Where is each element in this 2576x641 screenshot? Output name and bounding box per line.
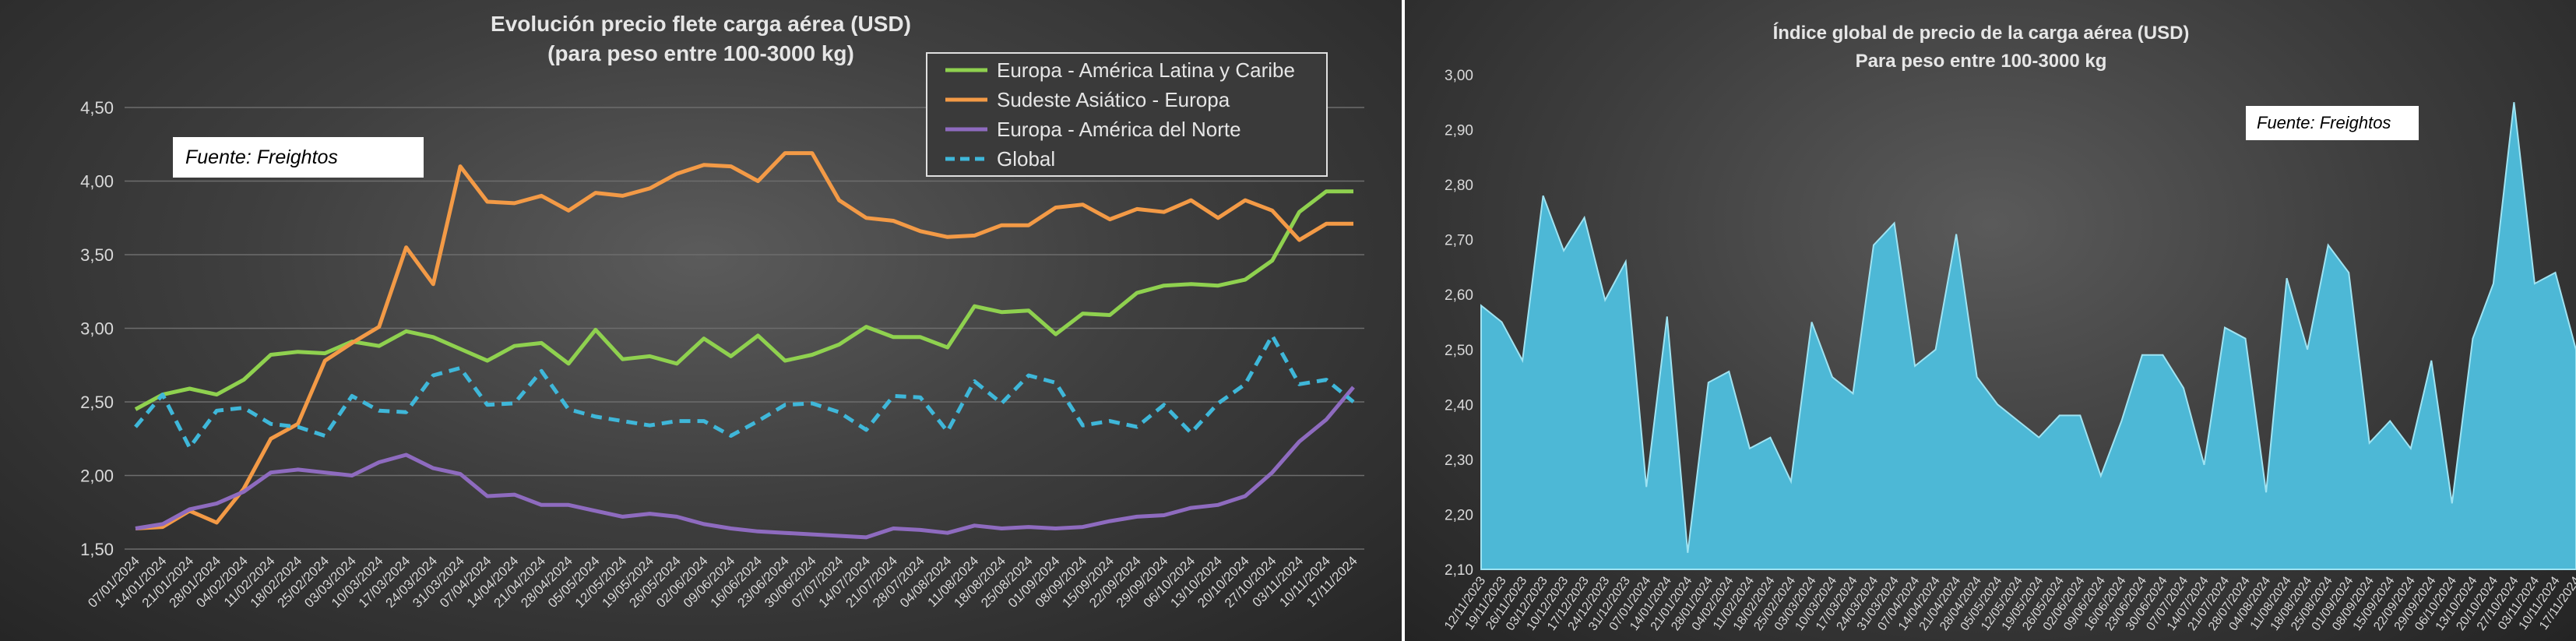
chart-subtitle: Para peso entre 100-3000 kg [1856, 51, 2107, 72]
gridlines [125, 107, 1364, 550]
y-tick-label: 2,50 [80, 393, 114, 412]
y-tick-label: 2,00 [80, 467, 114, 486]
y-axis-ticks: 2,10 2,20 2,30 2,40 2,50 2,60 2,70 2,80 2,90 3,00 [1445, 68, 1473, 579]
chart-title: Evolución precio flete carga aérea (USD) [491, 12, 911, 36]
y-tick-label: 2,70 [1445, 233, 1473, 249]
series-line-0 [134, 189, 1353, 411]
area-chart: Índice global de precio de la carga aére… [1442, 22, 2576, 633]
legend: Europa - América Latina y Caribe Sudeste … [926, 52, 1328, 177]
y-tick-label: 2,20 [1445, 507, 1473, 523]
series-line-1 [135, 151, 1353, 530]
legend-entry-label: Global [997, 147, 1055, 171]
y-tick-label: 2,90 [1445, 123, 1473, 139]
chart-title: Índice global de precio de la carga aére… [1773, 22, 2190, 44]
y-tick-label: 3,50 [80, 245, 114, 265]
series-line-2 [135, 386, 1355, 540]
y-tick-label: 4,50 [80, 98, 114, 118]
y-tick-label: 2,10 [1445, 562, 1473, 579]
x-axis-ticks: 12/11/202319/11/202326/11/202303/12/2023… [1442, 574, 2576, 632]
panel-divider [1402, 0, 1405, 641]
source-label: Fuente: Freightos [173, 137, 424, 178]
chart-global-air-cargo-index: Índice global de precio de la carga aére… [1405, 0, 2576, 641]
y-tick-label: 2,30 [1445, 453, 1473, 469]
x-axis-ticks: 07/01/202414/01/202421/01/202428/01/2024… [85, 553, 1360, 611]
legend-entry-label: Sudeste Asiático - Europa [997, 88, 1230, 111]
chart-subtitle: (para peso entre 100-3000 kg) [547, 41, 854, 65]
chart-freight-price-evolution: Evolución precio flete carga aérea (USD)… [0, 0, 1402, 641]
series-lines [134, 151, 1355, 540]
y-tick-label: 2,40 [1445, 397, 1473, 414]
area-series [1480, 102, 2576, 570]
source-label: Fuente: Freightos [2246, 106, 2419, 140]
y-tick-label: 2,80 [1445, 178, 1473, 194]
y-tick-label: 3,00 [1445, 68, 1473, 84]
legend-entry-label: Europa - América del Norte [997, 118, 1241, 141]
area-fill [1480, 102, 2576, 570]
series-line-3 [134, 333, 1355, 450]
line-chart: Evolución precio flete carga aérea (USD)… [80, 12, 1364, 611]
y-axis-ticks: 1,50 2,00 2,50 3,00 3,50 4,00 4,50 [80, 98, 114, 559]
y-tick-label: 1,50 [80, 540, 114, 559]
legend-box [926, 52, 1328, 177]
y-tick-label: 2,60 [1445, 287, 1473, 304]
y-tick-label: 4,00 [80, 172, 114, 192]
legend-entry-label: Europa - América Latina y Caribe [997, 58, 1295, 82]
y-tick-label: 3,00 [80, 319, 114, 339]
y-tick-label: 2,50 [1445, 343, 1473, 359]
